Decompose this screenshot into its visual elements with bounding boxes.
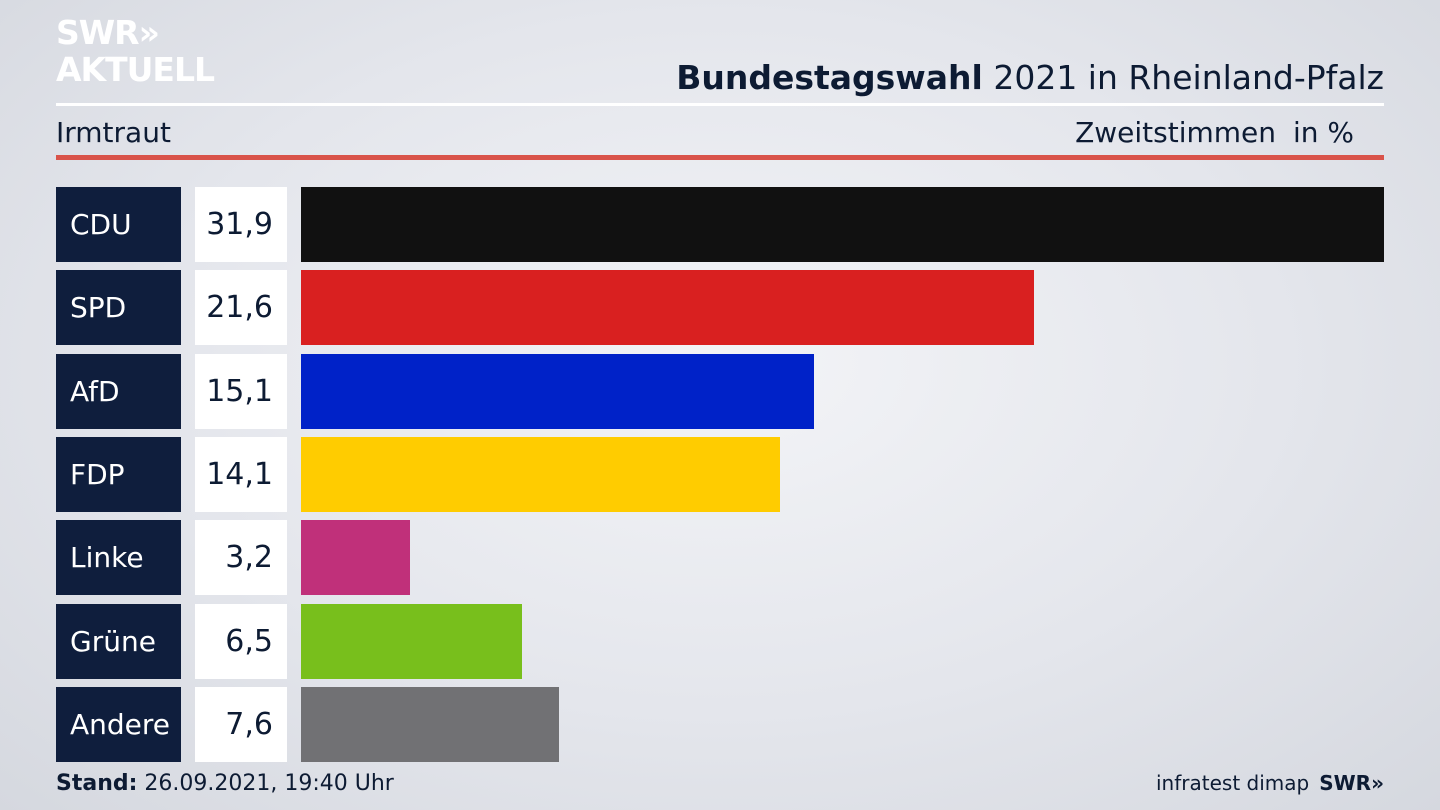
- value-label: 7,6: [195, 687, 287, 762]
- title-bold: Bundestagswahl: [676, 58, 983, 97]
- source-label: infratest dimap: [1156, 771, 1310, 795]
- chart-row-linke: Linke 3,2: [56, 520, 1384, 595]
- accent-divider: [56, 155, 1384, 160]
- page-title: Bundestagswahl 2021 in Rheinland-Pfalz: [676, 58, 1384, 97]
- bar-chart: CDU 31,9 SPD 21,6 AfD 15,1 FDP 14,1 Linke 3,2 Grün…: [56, 187, 1384, 762]
- bar-andere: [301, 687, 559, 762]
- chart-row-spd: SPD 21,6: [56, 270, 1384, 345]
- value-label: 3,2: [195, 520, 287, 595]
- bar-cdu: [301, 187, 1384, 262]
- value-label: 21,6: [195, 270, 287, 345]
- chart-row-grüne: Grüne 6,5: [56, 604, 1384, 679]
- value-label: 14,1: [195, 437, 287, 512]
- party-label: SPD: [56, 270, 181, 345]
- party-label: AfD: [56, 354, 181, 429]
- party-label: Grüne: [56, 604, 181, 679]
- title-rest: 2021 in Rheinland-Pfalz: [982, 58, 1384, 97]
- party-label: FDP: [56, 437, 181, 512]
- swr-aktuell-logo: SWR» AKTUELL: [56, 13, 215, 89]
- bar-afd: [301, 354, 814, 429]
- logo-line-aktuell: AKTUELL: [56, 50, 215, 89]
- chart-row-andere: Andere 7,6: [56, 687, 1384, 762]
- swr-brand-logo: SWR»: [1319, 771, 1384, 795]
- bar-spd: [301, 270, 1034, 345]
- stand-label: Stand:: [56, 771, 138, 796]
- bar-linke: [301, 520, 410, 595]
- chart-row-cdu: CDU 31,9: [56, 187, 1384, 262]
- value-label: 15,1: [195, 354, 287, 429]
- vote-type-label: Zweitstimmen: [1075, 116, 1276, 149]
- party-label: CDU: [56, 187, 181, 262]
- chart-row-afd: AfD 15,1: [56, 354, 1384, 429]
- unit-label: in %: [1292, 116, 1354, 149]
- value-label: 6,5: [195, 604, 287, 679]
- stand-value: 26.09.2021, 19:40 Uhr: [137, 771, 394, 796]
- chart-row-fdp: FDP 14,1: [56, 437, 1384, 512]
- header-divider: [56, 103, 1384, 106]
- bar-grüne: [301, 604, 522, 679]
- value-label: 31,9: [195, 187, 287, 262]
- logo-line-swr: SWR»: [56, 13, 160, 52]
- timestamp: Stand: 26.09.2021, 19:40 Uhr: [56, 771, 394, 796]
- bar-fdp: [301, 437, 780, 512]
- place-name: Irmtraut: [56, 116, 171, 149]
- party-label: Linke: [56, 520, 181, 595]
- party-label: Andere: [56, 687, 181, 762]
- source-credit: infratest dimap SWR»: [1156, 771, 1384, 795]
